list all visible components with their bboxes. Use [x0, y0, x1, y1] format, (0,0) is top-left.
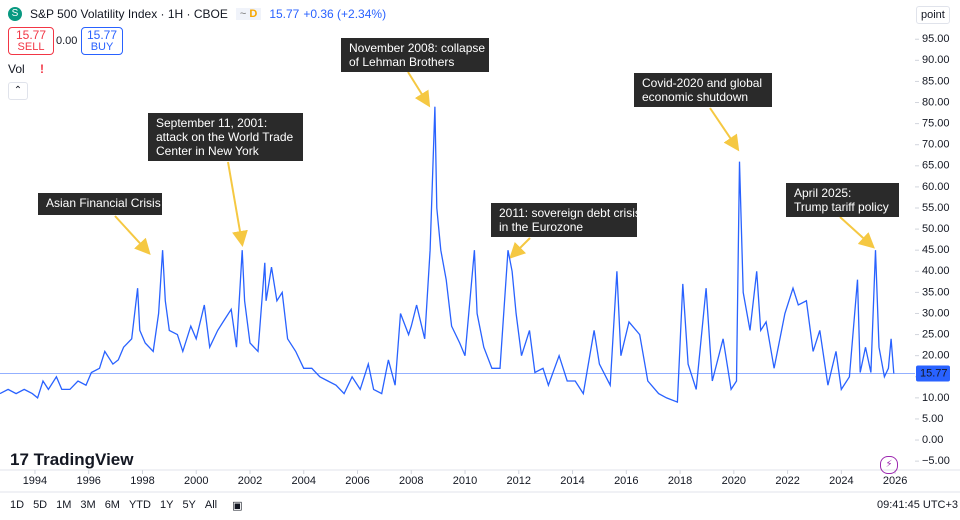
- annotation-text: 2011: sovereign debt crisis: [499, 206, 641, 220]
- annotation-text: of Lehman Brothers: [349, 55, 454, 69]
- buy-price: 15.77: [86, 28, 118, 42]
- range-button[interactable]: 1M: [56, 499, 72, 511]
- last-price-box: [916, 365, 950, 382]
- compare-icon[interactable]: ~ D: [235, 8, 262, 20]
- x-tick-label: 2010: [453, 475, 477, 487]
- range-button[interactable]: All: [204, 499, 218, 511]
- annotation-text: Covid-2020 and global: [642, 76, 762, 90]
- y-tick-label: 60.00: [922, 181, 950, 193]
- annotation-text: September 11, 2001:: [156, 116, 267, 130]
- scale-mode[interactable]: point: [916, 6, 950, 24]
- volume-label: Vol: [8, 62, 25, 76]
- range-button[interactable]: 6M: [104, 499, 120, 511]
- sell-label: SELL: [17, 41, 45, 53]
- buy-button[interactable]: 15.77 BUY: [81, 27, 123, 55]
- range-button[interactable]: 1D: [10, 499, 25, 511]
- x-tick-label: 2022: [775, 475, 799, 487]
- y-tick-label: −5.00: [922, 455, 950, 467]
- y-tick-label: 75.00: [922, 118, 950, 130]
- volume-row: Vol !: [8, 62, 45, 76]
- annotation-arrow: [407, 71, 431, 108]
- x-tick-label: 2002: [238, 475, 262, 487]
- annotation-text: in the Eurozone: [499, 220, 583, 234]
- x-tick-label: 2014: [560, 475, 584, 487]
- x-tick-label: 2012: [507, 475, 531, 487]
- price-line: [0, 106, 895, 404]
- sell-button[interactable]: 15.77 SELL: [8, 27, 54, 55]
- clock: 09:41:45 UTC+3: [877, 499, 959, 511]
- range-button[interactable]: 5D: [33, 499, 48, 511]
- y-tick-label: 85.00: [922, 75, 950, 87]
- annotation-box: [341, 38, 489, 72]
- annotation-box: [148, 113, 303, 161]
- annotation-box: [634, 73, 772, 107]
- y-tick-label: 5.00: [922, 413, 943, 425]
- y-tick-label: 25.00: [922, 328, 950, 340]
- annotation-text: economic shutdown: [642, 90, 748, 104]
- annotation-arrow: [839, 216, 875, 249]
- y-tick-label: 90.00: [922, 54, 950, 66]
- calendar-icon[interactable]: ▣: [232, 500, 243, 512]
- annotation-text: November 2008: collapse: [349, 41, 485, 55]
- y-tick-label: 65.00: [922, 160, 950, 172]
- annotation-text: Trump tariff policy: [794, 200, 889, 214]
- annotation-box: [38, 193, 162, 215]
- annotation-arrow: [709, 107, 740, 152]
- x-tick-label: 2018: [668, 475, 692, 487]
- range-button[interactable]: 5Y: [182, 499, 196, 511]
- x-tick-label: 2024: [829, 475, 853, 487]
- x-tick-label: 1996: [76, 475, 100, 487]
- last-price-label: 15.77: [920, 367, 948, 379]
- y-tick-label: 0.00: [922, 434, 943, 446]
- x-tick-label: 1998: [130, 475, 154, 487]
- y-tick-label: 50.00: [922, 223, 950, 235]
- y-tick-label: 40.00: [922, 265, 950, 277]
- x-tick-label: 2004: [292, 475, 316, 487]
- x-tick-label: 2008: [399, 475, 423, 487]
- annotation-text: April 2025:: [794, 186, 851, 200]
- range-button[interactable]: YTD: [128, 499, 151, 511]
- spread: 0.00: [56, 35, 78, 47]
- alert-icon[interactable]: ⚡: [880, 456, 898, 474]
- annotation-text: Asian Financial Crisis: [46, 196, 161, 210]
- y-tick-label: 55.00: [922, 202, 950, 214]
- annotation-text: Center in New York: [156, 144, 260, 158]
- brand: 17 TradingView: [10, 450, 134, 469]
- range-bar: 1D 5D 1M 3M 6M YTD 1Y 5Y All ▣: [10, 499, 243, 512]
- y-tick-label: 95.00: [922, 33, 950, 45]
- y-tick-label: 70.00: [922, 139, 950, 151]
- change: +0.36 (+2.34%): [303, 7, 387, 21]
- symbol-title: S&P 500 Volatility Index · 1H · CBOE: [30, 7, 228, 21]
- annotation-arrow: [509, 237, 531, 259]
- annotation-arrow: [227, 161, 248, 247]
- y-tick-label: 45.00: [922, 244, 950, 256]
- x-tick-label: 2000: [184, 475, 208, 487]
- range-button[interactable]: 1Y: [159, 499, 174, 511]
- y-tick-label: 80.00: [922, 96, 950, 108]
- y-tick-label: 30.00: [922, 307, 950, 319]
- annotation-box: [491, 203, 637, 237]
- symbol-icon: S: [8, 7, 22, 21]
- brand-name: TradingView: [33, 450, 134, 469]
- x-tick-label: 1994: [23, 475, 47, 487]
- buy-label: BUY: [90, 41, 114, 53]
- annotation-box: [786, 183, 899, 217]
- annotation-arrow: [114, 215, 151, 255]
- legend-row: S S&P 500 Volatility Index · 1H · CBOE ~…: [8, 7, 386, 21]
- sell-price: 15.77: [15, 28, 47, 42]
- y-tick-label: 20.00: [922, 350, 950, 362]
- x-tick-label: 2006: [345, 475, 369, 487]
- annotation-text: attack on the World Trade: [156, 130, 294, 144]
- x-tick-label: 2016: [614, 475, 638, 487]
- range-button[interactable]: 3M: [80, 499, 96, 511]
- x-tick-label: 2020: [722, 475, 746, 487]
- y-tick-label: 35.00: [922, 286, 950, 298]
- price: 15.77: [269, 7, 300, 21]
- collapse-button[interactable]: ⌃: [8, 82, 28, 100]
- x-tick-label: 2026: [883, 475, 907, 487]
- y-tick-label: 10.00: [922, 392, 950, 404]
